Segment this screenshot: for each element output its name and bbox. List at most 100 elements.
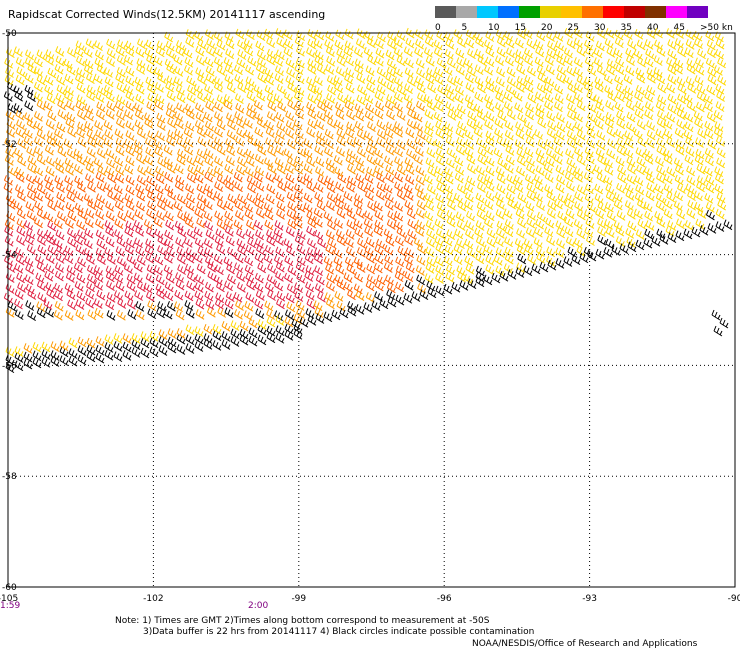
wind-barb	[323, 211, 333, 222]
wind-barb	[376, 238, 386, 250]
wind-barb	[59, 340, 69, 352]
wind-barb	[125, 46, 135, 58]
wind-barb	[604, 85, 614, 96]
wind-barb	[186, 75, 196, 87]
wind-barb	[184, 144, 194, 156]
wind-barb	[445, 157, 455, 169]
wind-barb	[107, 172, 117, 184]
wind-barb	[597, 154, 607, 166]
wind-barb	[234, 93, 244, 104]
wind-barb	[266, 229, 275, 240]
wind-barb	[32, 357, 42, 369]
wind-barb	[64, 91, 73, 103]
wind-barb	[56, 182, 65, 193]
wind-barb	[284, 309, 294, 321]
wind-barb	[316, 200, 326, 212]
wind-barb	[26, 118, 36, 130]
wind-barb	[275, 261, 285, 273]
wind-barb	[115, 173, 125, 184]
wind-barb	[217, 307, 227, 318]
wind-barb	[95, 209, 105, 220]
wind-barb	[264, 119, 274, 131]
wind-barb	[513, 90, 523, 102]
wind-barb	[336, 48, 346, 60]
wind-barb	[13, 85, 23, 97]
wind-barb	[164, 290, 174, 302]
wind-barb	[114, 265, 124, 276]
wind-barb	[125, 65, 135, 77]
wind-barb	[703, 101, 713, 113]
wind-barb	[424, 273, 434, 284]
wind-barb	[363, 302, 373, 313]
wind-barb	[604, 201, 614, 213]
wind-barb	[41, 349, 51, 360]
wind-barb	[325, 200, 335, 212]
wind-barb	[454, 172, 464, 184]
wind-barb	[455, 127, 465, 139]
wind-barb	[687, 83, 697, 94]
wind-barb	[415, 265, 425, 276]
wind-barb	[544, 92, 554, 104]
wind-barb	[583, 172, 593, 183]
wind-barb	[95, 229, 105, 241]
wind-barb	[616, 118, 626, 130]
wind-barb	[504, 236, 514, 248]
wind-barb	[16, 208, 26, 220]
wind-barb	[195, 274, 204, 285]
wind-barb	[617, 172, 627, 184]
wind-barb	[267, 263, 277, 275]
wind-barb	[503, 91, 513, 103]
wind-barb	[394, 235, 404, 247]
wind-barb	[137, 165, 147, 176]
wind-barb	[691, 226, 701, 238]
wind-barb	[166, 163, 176, 174]
wind-barb	[266, 183, 276, 195]
wind-barb	[195, 45, 205, 57]
wind-barb	[554, 48, 564, 60]
wind-barb	[235, 118, 245, 129]
wind-barb	[367, 54, 377, 66]
wind-barb	[584, 76, 594, 88]
wind-barb	[166, 102, 176, 114]
wind-barb	[543, 83, 553, 94]
wind-barb	[225, 112, 235, 124]
wind-barb	[157, 301, 167, 312]
wind-barb	[96, 193, 106, 205]
wind-barb	[275, 246, 285, 258]
wind-barb	[315, 119, 325, 131]
wind-barb	[266, 93, 276, 105]
wind-barb	[425, 263, 435, 274]
wind-barb	[613, 220, 623, 231]
wind-barb	[275, 271, 284, 282]
wind-barb	[95, 218, 104, 230]
wind-barb	[183, 127, 193, 139]
wind-barb	[715, 173, 724, 185]
wind-barb	[633, 128, 643, 140]
wind-barb	[446, 229, 456, 241]
wind-barb	[224, 64, 234, 75]
wind-barb	[573, 237, 583, 249]
wind-barb	[514, 55, 524, 67]
wind-barb	[224, 163, 234, 175]
wind-barb	[245, 229, 255, 240]
wind-barb	[347, 301, 357, 312]
wind-barb	[213, 56, 223, 68]
wind-barb	[344, 100, 354, 112]
wind-barb	[5, 109, 15, 121]
wind-barb	[623, 91, 633, 103]
wind-barb	[393, 92, 403, 103]
wind-barb	[616, 145, 626, 157]
wind-barb	[699, 224, 709, 236]
wind-barb	[149, 346, 159, 358]
wind-barb	[666, 191, 676, 203]
wind-barb	[53, 218, 63, 229]
wind-barb	[384, 274, 394, 286]
wind-barb	[184, 290, 194, 302]
wind-barb	[486, 227, 496, 239]
wind-barb	[574, 172, 584, 183]
wind-barb	[505, 145, 515, 156]
wind-barb	[555, 258, 565, 269]
wind-barb	[667, 220, 677, 231]
wind-barb	[705, 209, 715, 221]
wind-barb	[703, 166, 713, 177]
